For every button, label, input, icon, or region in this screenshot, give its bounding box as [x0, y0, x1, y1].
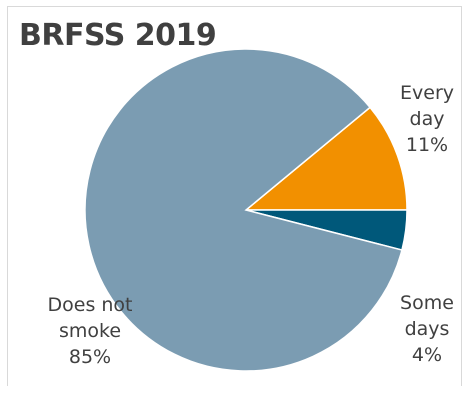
label-percent: 85% [68, 346, 112, 368]
pie-slice-does-not-smoke [84, 48, 403, 372]
label-line: smoke [58, 320, 122, 342]
label-line: Does not [47, 294, 133, 316]
chart-title: BRFSS 2019 [19, 18, 217, 53]
label-line: day [409, 108, 445, 130]
label-percent: 11% [405, 134, 449, 156]
label-line: days [404, 318, 450, 340]
pie-slice-every-day [243, 106, 408, 211]
label-line: Every [400, 82, 454, 104]
label-percent: 4% [411, 344, 443, 366]
data-label-does-not-smoke: Does not smoke 85% [20, 292, 160, 370]
label-line: Some [400, 292, 454, 314]
data-label-some-days: Some days 4% [385, 290, 469, 368]
data-label-every-day: Every day 11% [385, 80, 469, 158]
